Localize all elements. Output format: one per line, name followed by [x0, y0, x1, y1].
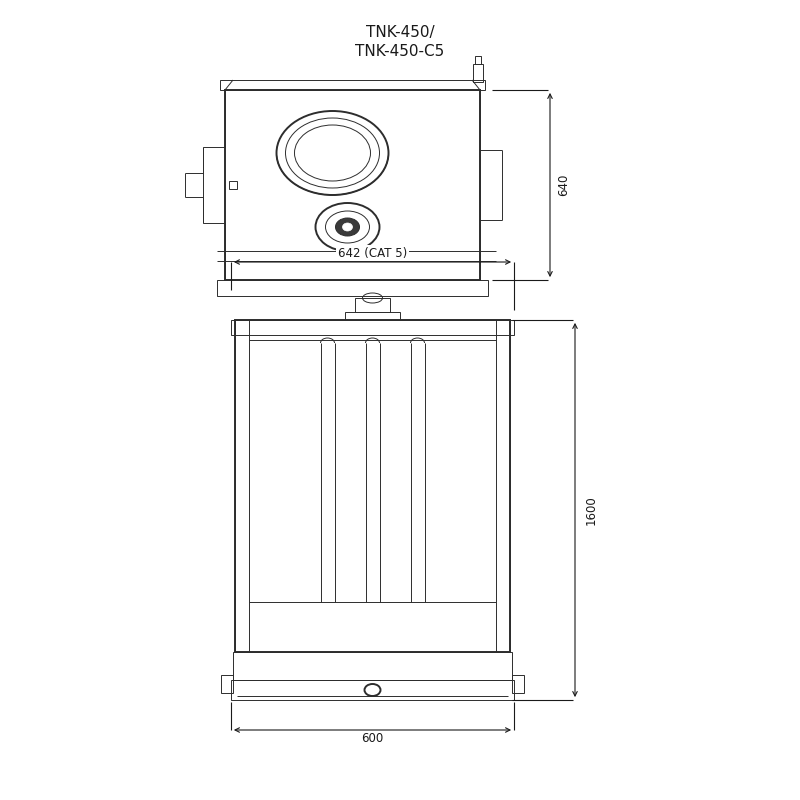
Bar	[496, 320, 510, 652]
Bar	[473, 64, 483, 82]
Bar	[229, 181, 237, 189]
Bar	[217, 280, 488, 296]
Bar	[235, 320, 249, 652]
Bar	[220, 80, 485, 90]
Ellipse shape	[335, 218, 359, 236]
Text: 640: 640	[558, 174, 570, 196]
Bar	[345, 312, 400, 320]
Bar	[512, 675, 524, 693]
Bar	[355, 298, 390, 312]
Bar	[231, 320, 514, 335]
Bar	[221, 675, 233, 693]
Text: 642 (CAT 5): 642 (CAT 5)	[338, 246, 407, 259]
Text: TNK-450/
TNK-450-C5: TNK-450/ TNK-450-C5	[355, 25, 445, 58]
Text: 600: 600	[362, 733, 384, 746]
Bar	[475, 56, 481, 64]
Ellipse shape	[342, 223, 353, 231]
Bar	[231, 680, 514, 700]
Bar	[233, 652, 512, 680]
Text: 1600: 1600	[585, 495, 598, 525]
Bar	[225, 90, 480, 280]
Bar	[235, 320, 510, 652]
